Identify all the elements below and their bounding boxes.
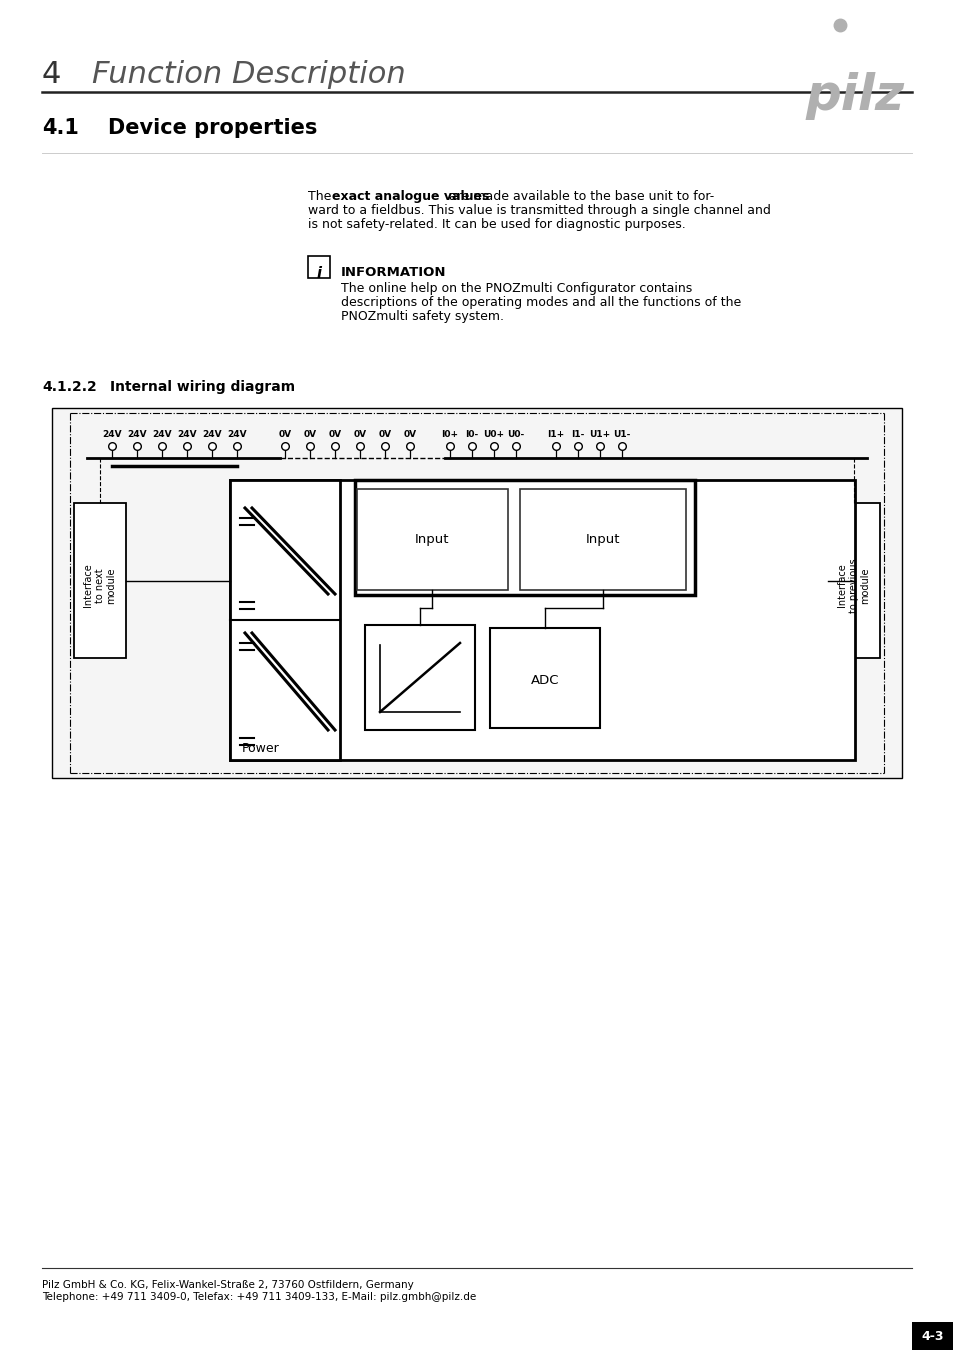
Text: U1+: U1+ bbox=[589, 431, 610, 439]
Text: ADC: ADC bbox=[530, 674, 558, 687]
Text: I0+: I0+ bbox=[441, 431, 458, 439]
Text: i: i bbox=[316, 266, 321, 281]
Text: 0V: 0V bbox=[353, 431, 366, 439]
Text: is not safety-related. It can be used for diagnostic purposes.: is not safety-related. It can be used fo… bbox=[308, 217, 685, 231]
Text: PNOZmulti safety system.: PNOZmulti safety system. bbox=[340, 310, 503, 323]
Text: 4: 4 bbox=[42, 59, 61, 89]
Bar bbox=[230, 481, 339, 760]
Text: Pilz GmbH & Co. KG, Felix-Wankel-Straße 2, 73760 Ostfildern, Germany: Pilz GmbH & Co. KG, Felix-Wankel-Straße … bbox=[42, 1280, 414, 1291]
Bar bbox=[356, 489, 507, 590]
Text: Device properties: Device properties bbox=[108, 117, 317, 138]
Text: 24V: 24V bbox=[152, 431, 172, 439]
Text: are made available to the base unit to for-: are made available to the base unit to f… bbox=[444, 190, 714, 202]
Text: I1-: I1- bbox=[571, 431, 584, 439]
Text: 0V: 0V bbox=[378, 431, 391, 439]
Text: I1+: I1+ bbox=[547, 431, 564, 439]
Text: 24V: 24V bbox=[177, 431, 196, 439]
Text: 0V: 0V bbox=[403, 431, 416, 439]
Text: descriptions of the operating modes and all the functions of the: descriptions of the operating modes and … bbox=[340, 296, 740, 309]
Text: Interface
to next
module: Interface to next module bbox=[83, 564, 116, 608]
Text: U1-: U1- bbox=[613, 431, 630, 439]
Bar bbox=[355, 481, 695, 595]
Bar bbox=[911, 1322, 953, 1350]
Text: exact analogue values: exact analogue values bbox=[332, 190, 489, 202]
Text: Internal wiring diagram: Internal wiring diagram bbox=[110, 379, 294, 394]
Text: 4.1.2.2: 4.1.2.2 bbox=[42, 379, 96, 394]
Text: 0V: 0V bbox=[278, 431, 292, 439]
Text: The: The bbox=[308, 190, 335, 202]
Bar bbox=[490, 628, 599, 728]
Bar bbox=[74, 504, 126, 657]
Text: Interface
to previous
module: Interface to previous module bbox=[837, 558, 870, 613]
Bar bbox=[365, 625, 475, 730]
Text: 4-3: 4-3 bbox=[921, 1330, 943, 1342]
Bar bbox=[52, 408, 901, 778]
Text: 24V: 24V bbox=[127, 431, 147, 439]
Text: pilz: pilz bbox=[805, 72, 904, 120]
Bar bbox=[827, 504, 879, 657]
Text: 0V: 0V bbox=[303, 431, 316, 439]
Bar bbox=[230, 481, 854, 760]
Text: U0+: U0+ bbox=[483, 431, 504, 439]
Text: Telephone: +49 711 3409-0, Telefax: +49 711 3409-133, E-Mail: pilz.gmbh@pilz.de: Telephone: +49 711 3409-0, Telefax: +49 … bbox=[42, 1292, 476, 1301]
Text: U0-: U0- bbox=[507, 431, 524, 439]
Text: Function Description: Function Description bbox=[91, 59, 405, 89]
Text: ward to a fieldbus. This value is transmitted through a single channel and: ward to a fieldbus. This value is transm… bbox=[308, 204, 770, 217]
Text: 24V: 24V bbox=[202, 431, 222, 439]
Text: 0V: 0V bbox=[328, 431, 341, 439]
Bar bbox=[308, 256, 330, 278]
Text: Input: Input bbox=[585, 533, 619, 545]
Text: 24V: 24V bbox=[102, 431, 122, 439]
Text: Input: Input bbox=[415, 533, 449, 545]
Text: INFORMATION: INFORMATION bbox=[340, 266, 446, 279]
Text: 4.1: 4.1 bbox=[42, 117, 79, 138]
Text: Power: Power bbox=[242, 743, 279, 755]
Text: 24V: 24V bbox=[227, 431, 247, 439]
Text: I0-: I0- bbox=[465, 431, 478, 439]
Text: The online help on the PNOZmulti Configurator contains: The online help on the PNOZmulti Configu… bbox=[340, 282, 692, 296]
Bar bbox=[519, 489, 685, 590]
